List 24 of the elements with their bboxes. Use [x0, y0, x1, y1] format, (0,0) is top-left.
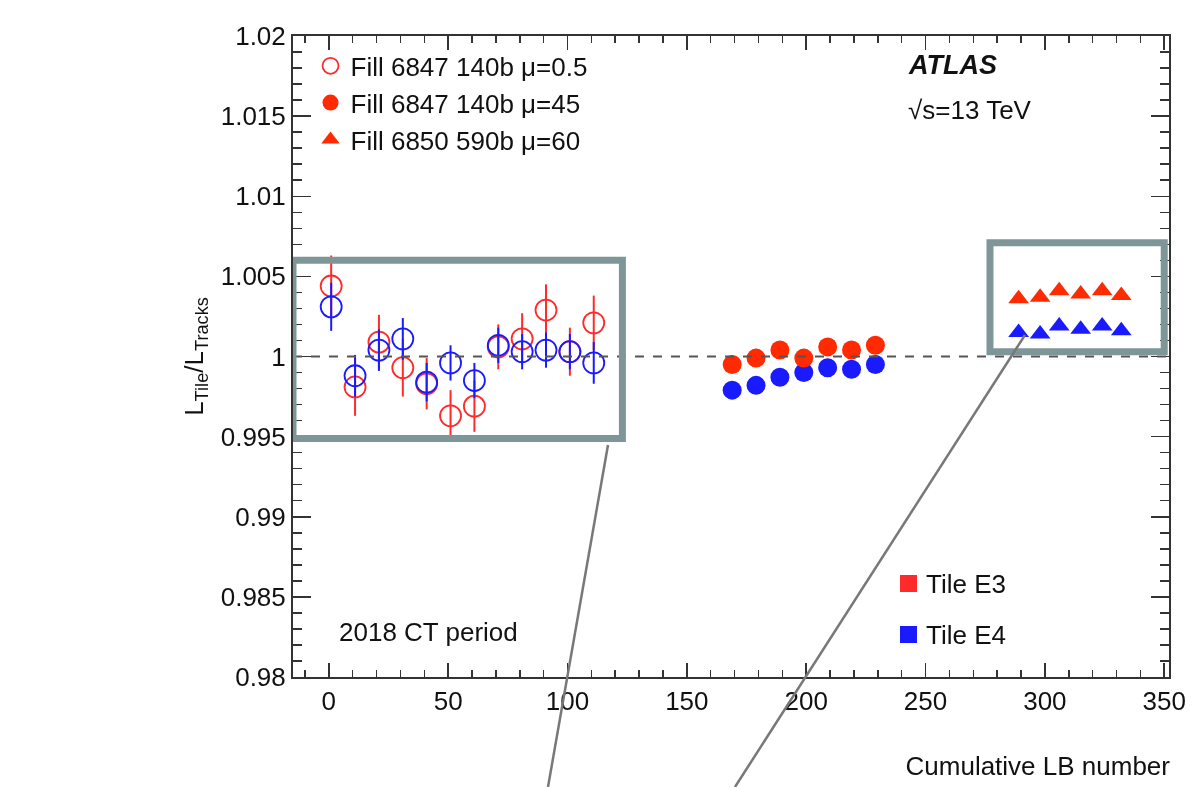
y-tick-label: 1.005: [220, 261, 286, 292]
x-tick-label: 50: [433, 686, 463, 717]
annotation: √s=13 TeV: [908, 95, 1032, 125]
legend-label: Fill 6850 590b μ=60: [350, 125, 581, 156]
x-tick-label: 0: [321, 686, 337, 717]
x-tick-label: 250: [903, 686, 948, 717]
annotation: Tile E3: [926, 569, 1006, 599]
legend-label: Fill 6847 140b μ=0.5: [350, 51, 588, 82]
y-tick-label: 1.02: [235, 21, 286, 52]
x-tick-label: 350: [1142, 686, 1186, 717]
annotation: Tile E4: [926, 620, 1006, 650]
y-tick-label: 1.015: [220, 101, 286, 132]
y-tick-label: 0.995: [220, 421, 286, 452]
y-tick-label: 0.99: [235, 501, 286, 532]
y-tick-label: 0.985: [220, 581, 286, 612]
y-tick-label: 1: [271, 341, 286, 372]
annotation: ATLAS: [908, 50, 997, 80]
x-tick-label: 150: [665, 686, 709, 717]
y-tick-label: 1.01: [235, 181, 286, 212]
x-axis-title: Cumulative LB number: [905, 751, 1171, 781]
x-tick-label: 300: [1023, 686, 1067, 717]
annotation: 2018 CT period: [339, 617, 518, 647]
y-tick-label: 0.98: [235, 662, 286, 693]
legend-label: Fill 6847 140b μ=45: [350, 88, 581, 119]
